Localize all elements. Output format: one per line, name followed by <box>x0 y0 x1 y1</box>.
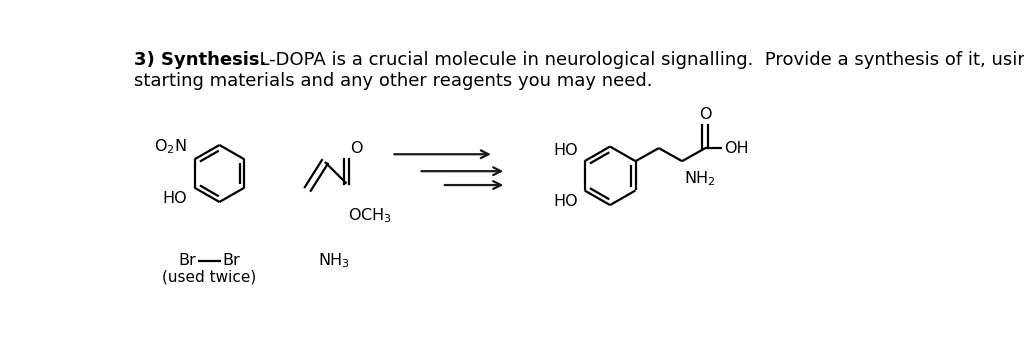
Text: O: O <box>350 141 362 156</box>
Text: NH$_3$: NH$_3$ <box>317 251 349 270</box>
Text: O$_2$N: O$_2$N <box>154 137 186 156</box>
Text: Br: Br <box>178 253 197 268</box>
Text: HO: HO <box>554 193 579 208</box>
Text: NH$_2$: NH$_2$ <box>684 169 716 187</box>
Text: Br: Br <box>222 253 241 268</box>
Text: 3) Synthesis.: 3) Synthesis. <box>134 51 266 69</box>
Text: HO: HO <box>162 191 186 206</box>
Text: starting materials and any other reagents you may need.: starting materials and any other reagent… <box>134 72 652 90</box>
Text: OCH$_3$: OCH$_3$ <box>348 207 392 225</box>
Text: OH: OH <box>724 141 749 155</box>
Text: O: O <box>699 107 712 122</box>
Text: HO: HO <box>554 143 579 158</box>
Text: L-DOPA is a crucial molecule in neurological signalling.  Provide a synthesis of: L-DOPA is a crucial molecule in neurolog… <box>248 51 1024 69</box>
Text: (used twice): (used twice) <box>162 270 256 285</box>
